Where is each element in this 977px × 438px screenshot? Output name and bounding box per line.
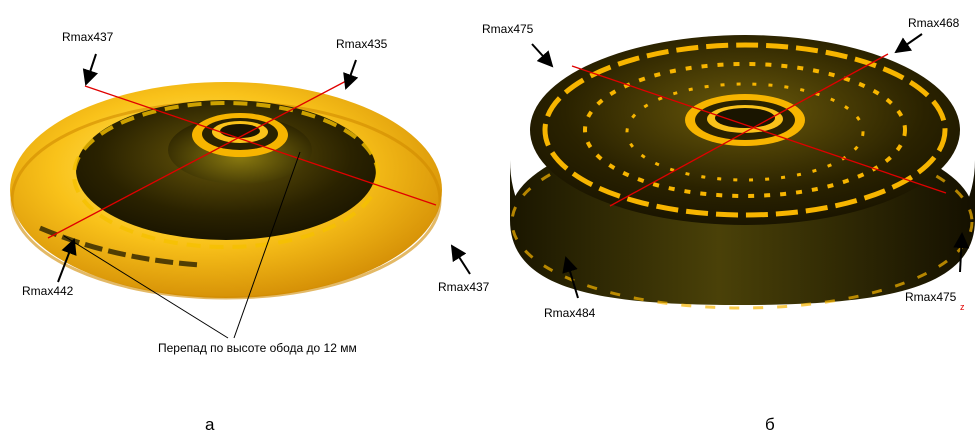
- section-line-a1: [84, 85, 437, 206]
- label-b-top-left: Rmax475: [482, 22, 534, 36]
- top-ring-1-b: [542, 42, 948, 218]
- annotation-a: Перепад по высоте обода до 12 мм: [158, 341, 357, 355]
- label-a-top-left: Rmax437: [62, 30, 114, 44]
- top-ring-3-b: [625, 82, 865, 182]
- top-ring-2-b: [583, 62, 907, 198]
- label-a-bottom-right: Rmax437: [438, 280, 490, 294]
- arrow-a-bottom-left: [57, 238, 77, 283]
- label-b-bottom-right: Rmax475: [905, 290, 957, 304]
- section-line-a2: [47, 79, 349, 239]
- wheel-model-b: [510, 33, 975, 310]
- wheel-model-a: [10, 53, 471, 339]
- arrow-b-top-right: [894, 33, 923, 54]
- section-line-b2: [609, 53, 889, 207]
- leader-a-1: [63, 235, 229, 339]
- rim-streak-a: [39, 225, 201, 268]
- arrow-a-top-right: [343, 59, 359, 90]
- flange-highlight-b: [510, 134, 974, 310]
- arrow-b-top-left: [531, 43, 554, 68]
- caption-a: а: [205, 415, 215, 434]
- label-a-bottom-left: Rmax442: [22, 284, 74, 298]
- label-a-top-right: Rmax435: [336, 37, 388, 51]
- leader-a-2: [233, 151, 301, 339]
- label-b-bottom-left: Rmax484: [544, 306, 596, 320]
- caption-b: б: [765, 415, 775, 434]
- arrow-a-bottom-right: [450, 244, 471, 275]
- label-b-top-right: Rmax468: [908, 16, 960, 30]
- arrow-a-top-left: [82, 53, 99, 86]
- hub-bore-b: [715, 108, 775, 128]
- hub-bore-a: [220, 124, 260, 138]
- axis-letter-z: z: [960, 302, 965, 312]
- arrow-b-bottom-right: [953, 232, 970, 273]
- dish-rim-highlight-a: [72, 101, 380, 249]
- section-line-b1: [571, 65, 947, 194]
- arrow-b-bottom-left: [562, 256, 579, 299]
